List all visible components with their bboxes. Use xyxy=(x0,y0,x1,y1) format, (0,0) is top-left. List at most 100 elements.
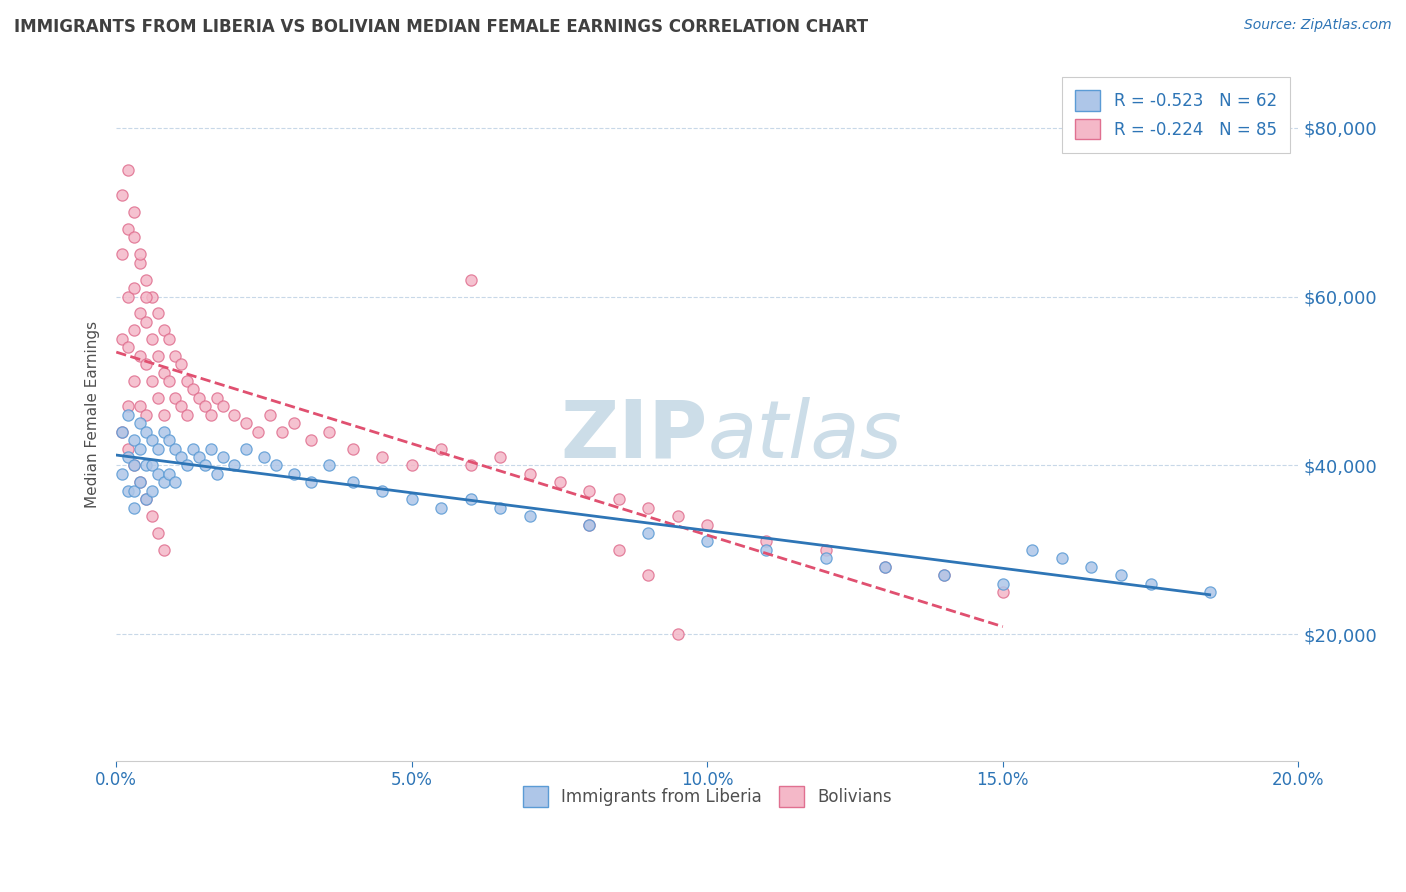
Point xyxy=(270,425,292,439)
Point xyxy=(129,400,152,414)
Point xyxy=(1021,543,1043,558)
Point xyxy=(122,205,145,219)
Point xyxy=(135,289,157,303)
Point xyxy=(181,383,204,397)
Point xyxy=(666,509,689,524)
Point xyxy=(696,517,718,532)
Point xyxy=(117,162,139,177)
Point xyxy=(122,323,145,337)
Point xyxy=(111,467,134,481)
Point xyxy=(122,281,145,295)
Point xyxy=(755,534,778,549)
Point xyxy=(135,492,157,507)
Point xyxy=(141,289,163,303)
Text: Source: ZipAtlas.com: Source: ZipAtlas.com xyxy=(1244,18,1392,32)
Point xyxy=(932,568,955,582)
Point xyxy=(548,475,571,490)
Point xyxy=(176,408,198,422)
Point xyxy=(489,500,512,515)
Point xyxy=(264,458,287,473)
Point xyxy=(135,315,157,329)
Point xyxy=(430,442,453,456)
Point xyxy=(200,442,222,456)
Point xyxy=(135,357,157,371)
Point xyxy=(111,425,134,439)
Point xyxy=(814,551,837,566)
Point xyxy=(1050,551,1073,566)
Point xyxy=(283,467,305,481)
Point xyxy=(122,483,145,498)
Point xyxy=(814,543,837,558)
Point xyxy=(135,425,157,439)
Point xyxy=(578,517,600,532)
Point xyxy=(117,483,139,498)
Point xyxy=(235,416,257,430)
Point xyxy=(141,458,163,473)
Point xyxy=(283,416,305,430)
Point xyxy=(122,458,145,473)
Text: atlas: atlas xyxy=(707,397,903,475)
Point xyxy=(253,450,276,464)
Point xyxy=(117,340,139,354)
Point xyxy=(235,442,257,456)
Point xyxy=(489,450,512,464)
Point xyxy=(159,467,181,481)
Point xyxy=(111,188,134,202)
Point xyxy=(152,366,174,380)
Point xyxy=(129,256,152,270)
Point xyxy=(152,425,174,439)
Point xyxy=(371,483,394,498)
Point xyxy=(194,458,217,473)
Point xyxy=(141,433,163,447)
Point xyxy=(146,467,169,481)
Point xyxy=(637,568,659,582)
Point xyxy=(117,442,139,456)
Point xyxy=(460,492,482,507)
Point xyxy=(696,534,718,549)
Point xyxy=(165,391,187,405)
Point xyxy=(165,475,187,490)
Point xyxy=(129,349,152,363)
Point xyxy=(371,450,394,464)
Point xyxy=(129,306,152,320)
Point xyxy=(401,458,423,473)
Point xyxy=(342,475,364,490)
Point xyxy=(122,500,145,515)
Point xyxy=(146,391,169,405)
Point xyxy=(170,357,193,371)
Point xyxy=(122,433,145,447)
Point xyxy=(129,416,152,430)
Point xyxy=(200,408,222,422)
Text: ZIP: ZIP xyxy=(560,397,707,475)
Point xyxy=(666,627,689,641)
Point xyxy=(991,585,1014,599)
Point xyxy=(141,483,163,498)
Point xyxy=(159,332,181,346)
Point xyxy=(318,425,340,439)
Point xyxy=(637,526,659,541)
Point xyxy=(194,400,217,414)
Point xyxy=(176,458,198,473)
Point xyxy=(117,450,139,464)
Point xyxy=(122,374,145,388)
Point xyxy=(152,543,174,558)
Point xyxy=(135,408,157,422)
Point xyxy=(188,450,211,464)
Point xyxy=(299,475,322,490)
Point xyxy=(578,483,600,498)
Point xyxy=(873,559,896,574)
Point xyxy=(129,442,152,456)
Point xyxy=(152,475,174,490)
Point xyxy=(519,509,541,524)
Point xyxy=(122,458,145,473)
Point xyxy=(152,323,174,337)
Point xyxy=(159,374,181,388)
Point xyxy=(1139,576,1161,591)
Point xyxy=(755,543,778,558)
Y-axis label: Median Female Earnings: Median Female Earnings xyxy=(86,321,100,508)
Point xyxy=(247,425,270,439)
Point xyxy=(1198,585,1220,599)
Point xyxy=(111,247,134,261)
Point xyxy=(135,492,157,507)
Point xyxy=(141,374,163,388)
